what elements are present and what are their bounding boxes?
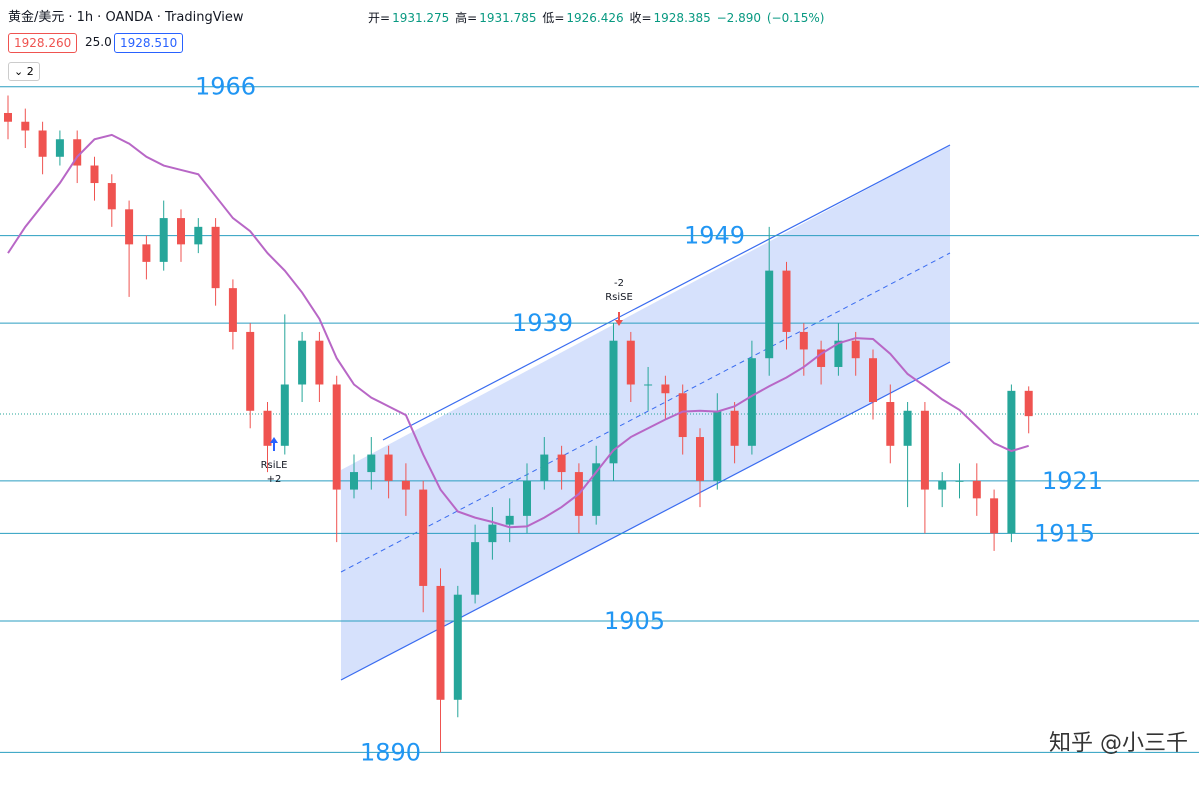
candle-body (177, 218, 185, 245)
indicator-count: 2 (26, 65, 34, 78)
candle-body (350, 472, 358, 490)
candle-body (38, 130, 47, 157)
candle-body (886, 402, 895, 446)
candle-body (107, 183, 116, 210)
candle-body (436, 585, 445, 700)
level-label: 1890 (360, 738, 421, 766)
candle-body (488, 524, 497, 543)
candle-body (194, 226, 203, 245)
bid[interactable]: 1928.260 (8, 33, 78, 53)
candle-body (315, 340, 324, 385)
candle-body (661, 384, 670, 394)
signal-qty: +2 (267, 474, 282, 485)
h-label: 高= (455, 11, 478, 25)
candle-body (211, 226, 220, 289)
spread: 25.0 (85, 35, 112, 49)
candle-body (938, 480, 947, 490)
candle-body (367, 454, 376, 473)
symbol-line: 黄金/美元 · 1h · OANDA · TradingView (8, 10, 244, 25)
signal: RsiLE (261, 460, 288, 471)
candle-body (765, 270, 774, 359)
ask[interactable]: 1928.510 (114, 33, 184, 53)
candle-body (903, 410, 912, 446)
candle-body (453, 594, 462, 700)
change: −2.890 (716, 11, 762, 25)
channel-mid (340, 252, 951, 573)
candle-body (21, 121, 30, 131)
candle-body (55, 139, 64, 157)
candle-body (280, 384, 289, 446)
level-label: 1905 (604, 607, 665, 635)
candle-body (142, 244, 151, 262)
candle-body (125, 209, 134, 245)
watermark: 知乎 @小三千 (1049, 731, 1188, 756)
l-label: 低= (542, 11, 565, 25)
level-label: 1949 (684, 222, 745, 250)
indicator-toggle[interactable]: ⌄ 2 (8, 62, 40, 81)
platform: TradingView (165, 10, 244, 25)
candle-body (384, 454, 393, 481)
candle-body (419, 489, 428, 586)
candle-body (713, 410, 722, 481)
candle-body (799, 331, 808, 350)
ma-line (7, 133, 1029, 529)
signal-qty: -2 (614, 278, 624, 289)
candle-body (972, 480, 981, 499)
candle-body (990, 498, 999, 534)
candle-body (159, 218, 168, 262)
channel-upper (382, 144, 951, 441)
candle-body (228, 288, 237, 332)
candle-body (540, 454, 549, 481)
candle-body (782, 270, 791, 332)
candle-body (1024, 390, 1033, 417)
candle-body (644, 384, 653, 386)
level-label: 1921 (1042, 467, 1103, 495)
level-label: 1915 (1034, 519, 1095, 547)
interval: 1h (76, 10, 94, 25)
candle-body (851, 340, 860, 359)
candle-body (678, 393, 687, 438)
candle-body (298, 340, 307, 385)
candle-body (471, 542, 480, 595)
sell-arrow (615, 312, 623, 326)
buy-arrow (270, 437, 278, 451)
c-label: 收= (629, 11, 652, 25)
candle-body (332, 384, 341, 490)
c: 1928.385 (653, 11, 711, 25)
candle-body (869, 358, 877, 403)
candle-body (557, 454, 566, 473)
level-label: 1939 (512, 309, 573, 337)
candle-body (609, 340, 618, 464)
candle-body (523, 480, 531, 516)
candle-body (747, 358, 756, 446)
candle-body (920, 410, 929, 490)
candle-body (955, 480, 964, 482)
candle-body (90, 165, 99, 184)
candle-body (834, 340, 843, 367)
candle-body (730, 410, 739, 446)
ohlc: 开= 1931.275 高= 1931.785 低= 1926.426 收= 1928.… (368, 9, 826, 26)
broker: OANDA (105, 10, 153, 25)
candle-body (626, 340, 635, 385)
l: 1926.426 (566, 11, 624, 25)
change-pct: (−0.15%) (766, 11, 825, 25)
symbol: 黄金/美元 (8, 10, 65, 25)
candle-body (592, 463, 601, 516)
candle-body (73, 139, 82, 166)
candle-body (246, 331, 255, 411)
candle-body (4, 112, 12, 122)
candle-body (505, 515, 514, 525)
o: 1931.275 (392, 11, 450, 25)
signal: RsiSE (605, 292, 633, 303)
candle-body (1007, 390, 1016, 534)
o-label: 开= (368, 11, 391, 25)
candle-body (401, 480, 410, 490)
candle-body (696, 437, 704, 481)
h: 1931.785 (479, 11, 537, 25)
candle-body (817, 349, 826, 367)
candle-body (263, 410, 272, 446)
level-label: 1966 (195, 73, 256, 101)
